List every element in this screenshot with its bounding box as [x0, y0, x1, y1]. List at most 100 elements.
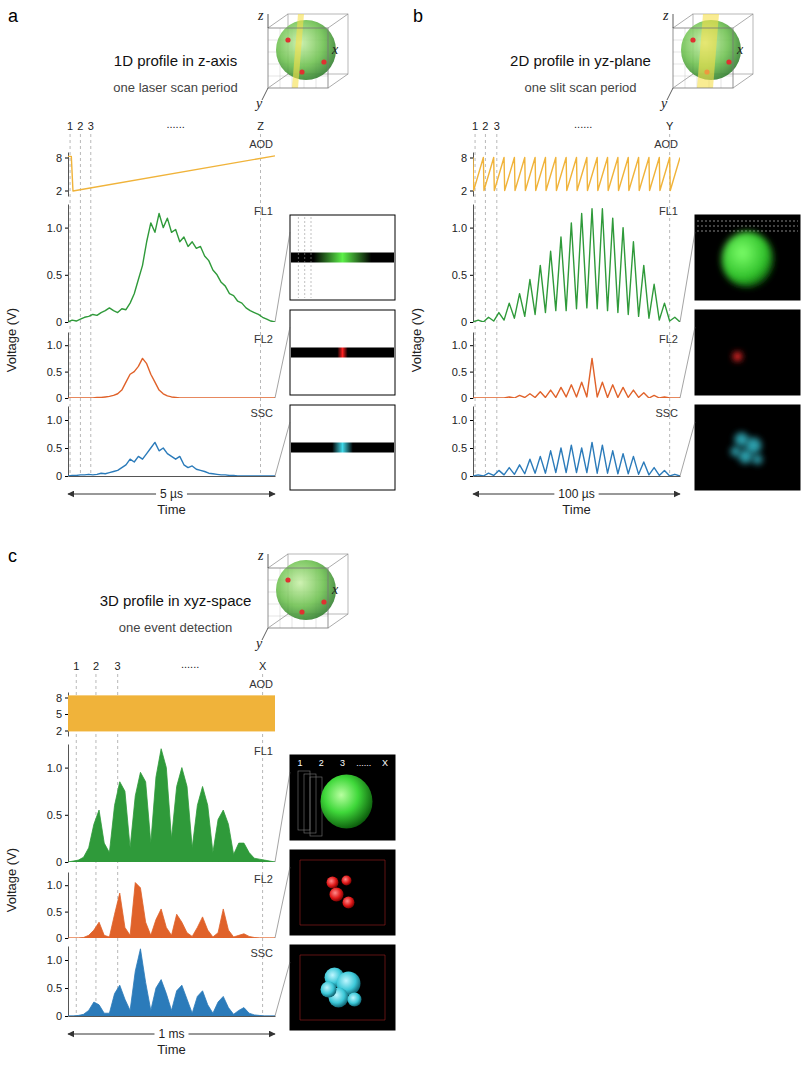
tick-label: 0: [461, 470, 467, 482]
plot-area: [473, 209, 680, 322]
y-axis: 258: [56, 692, 69, 737]
scan-position: [697, 221, 798, 222]
axis-line: [68, 745, 69, 863]
axis-line: [68, 153, 69, 197]
duration-label: 1 ms: [158, 1027, 184, 1041]
x-axis: [69, 1016, 276, 1017]
y-tick: 0: [56, 392, 68, 404]
x-axis-title: Time: [562, 502, 590, 517]
axis-icon: zxy: [254, 548, 348, 651]
x-axis-title: Time: [157, 1042, 185, 1057]
y-axis: 28: [461, 152, 474, 197]
marker-ellipsis: ......: [181, 658, 199, 670]
series-label: FL1: [254, 745, 273, 757]
tick-mark: [470, 158, 473, 159]
icon-axis-label: y: [254, 96, 263, 111]
cell-3d: [321, 982, 337, 998]
marker-label: X: [259, 660, 267, 672]
y-tick: 2: [461, 185, 473, 197]
y-tick: 1.0: [47, 954, 68, 966]
marker-label: 2: [93, 660, 99, 672]
box-edge: [385, 955, 386, 1020]
box-edge: [300, 925, 385, 926]
signal-line: [68, 156, 275, 191]
cube-edge: [268, 74, 288, 88]
duration-label: 100 µs: [558, 487, 594, 501]
scan-line: [291, 253, 394, 263]
y-tick: 1.0: [47, 879, 68, 891]
tick-mark: [470, 372, 473, 373]
panel-subtitle: one laser scan period: [113, 80, 237, 95]
tick-label: 0: [56, 1010, 62, 1022]
series-label: FL2: [659, 333, 678, 345]
y-axis: 00.51.0: [47, 873, 69, 945]
cube-edge: [328, 614, 348, 628]
y-axis: 28: [56, 152, 69, 197]
marker-label: 3: [494, 120, 500, 132]
axis-line: [473, 205, 474, 323]
axis-line: [68, 333, 69, 399]
icon-axis-label: z: [662, 8, 669, 23]
plot-area: [473, 442, 680, 476]
cube-edge: [268, 14, 288, 28]
cell-sphere: [276, 560, 336, 620]
series-label: FL2: [254, 873, 273, 885]
tick-label: 0: [56, 856, 62, 868]
signal-line: [68, 358, 275, 398]
scan-position: [304, 217, 305, 298]
marker-label: 3: [115, 660, 121, 672]
axis-line: [68, 407, 69, 477]
inset-image: [695, 215, 800, 300]
marker-label: 2: [77, 120, 83, 132]
series-label: AOD: [249, 678, 273, 690]
y-tick: 0: [461, 316, 473, 328]
tick-label: 0.5: [47, 906, 62, 918]
y-tick: 0.5: [452, 442, 473, 454]
axis-line: [473, 333, 474, 399]
y-axis: 00.51.0: [47, 947, 69, 1023]
cell-dot: [299, 609, 304, 614]
plot-area: [68, 358, 275, 398]
tick-mark: [65, 398, 68, 399]
tick-label: 1.0: [47, 954, 62, 966]
series-label: FL1: [254, 205, 273, 217]
connector: [680, 422, 695, 476]
tick-mark: [65, 448, 68, 449]
box-edge: [300, 1020, 385, 1021]
scan-position: [697, 226, 798, 227]
marker-line: [260, 134, 261, 476]
y-axis: 00.51.0: [452, 407, 474, 483]
series-label: FL1: [659, 205, 678, 217]
y-tick: 0: [461, 470, 473, 482]
tick-label: 1.0: [47, 762, 62, 774]
tick-label: 0.5: [452, 366, 467, 378]
cube-edge: [673, 74, 693, 88]
tick-label: 1.0: [47, 339, 62, 351]
tick-mark: [65, 1016, 68, 1017]
cell-blob: [753, 455, 763, 465]
plot-area: [68, 213, 275, 322]
box-edge: [300, 860, 385, 861]
tick-mark: [470, 476, 473, 477]
signal-area: [68, 883, 275, 938]
series-label: AOD: [654, 138, 678, 150]
y-axis-title: Voltage (V): [4, 848, 19, 912]
inset-image: [695, 310, 800, 395]
tick-mark: [65, 228, 68, 229]
axis-line: [69, 476, 276, 477]
inset-frame: [290, 405, 395, 490]
scan-position: [697, 231, 798, 232]
y-axis: 00.51.0: [47, 745, 69, 869]
cube-edge: [268, 554, 288, 568]
tick-mark: [65, 988, 68, 989]
tick-mark: [470, 345, 473, 346]
inset-label: 1: [297, 758, 302, 768]
icon-axis-label: y: [254, 636, 263, 651]
series-label: AOD: [249, 138, 273, 150]
tick-label: 0: [56, 470, 62, 482]
icon-axis: [667, 88, 673, 100]
cube-front: [268, 28, 328, 88]
tick-label: 8: [461, 152, 467, 164]
tick-mark: [65, 275, 68, 276]
y-tick: 2: [56, 725, 68, 737]
